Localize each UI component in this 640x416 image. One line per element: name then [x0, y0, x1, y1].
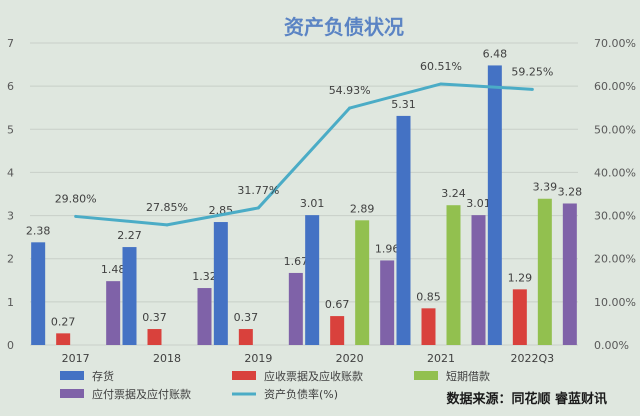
x-tick-label: 2021: [427, 352, 455, 365]
y-right-tick-label: 50.00%: [594, 123, 636, 136]
bar: [31, 242, 46, 345]
legend-label: 存货: [92, 369, 114, 383]
line-data-label: 54.93%: [329, 84, 371, 97]
line-series: [75, 82, 533, 227]
bar-data-label: 0.37: [142, 311, 167, 324]
bar-data-label: 0.85: [416, 290, 441, 303]
y-left-tick-label: 3: [7, 210, 14, 223]
line-point: [439, 82, 443, 86]
y-left-tick-label: 2: [7, 253, 14, 266]
legend-swatch: [232, 371, 256, 380]
y-right-tick-label: 60.00%: [594, 80, 636, 93]
bar-data-label: 5.31: [391, 98, 416, 111]
line-data-label: 60.51%: [420, 60, 462, 73]
line-point: [348, 106, 352, 110]
bar-data-label: 2.27: [117, 229, 142, 242]
legend-label: 应收票据及应收账款: [264, 369, 363, 383]
bar: [288, 272, 303, 345]
legend-label: 短期借款: [446, 369, 490, 383]
y-right-tick-label: 10.00%: [594, 296, 636, 309]
bar: [512, 289, 527, 345]
legend-swatch: [60, 371, 84, 380]
line-data-label: 59.25%: [511, 65, 553, 78]
bar-data-label: 3.01: [466, 197, 491, 210]
legend-label: 资产负债率(%): [264, 387, 338, 401]
bar: [487, 65, 502, 345]
bar: [305, 215, 320, 345]
bar: [213, 222, 228, 345]
y-right-tick-label: 20.00%: [594, 253, 636, 266]
bar-data-label: 1.32: [192, 270, 217, 283]
y-right-tick-label: 0.00%: [594, 339, 629, 352]
y-right-tick-label: 30.00%: [594, 210, 636, 223]
legend-swatch: [414, 371, 438, 380]
x-tick-label: 2018: [153, 352, 181, 365]
bar: [446, 205, 461, 345]
line-point: [74, 214, 78, 218]
source-note: 数据来源：同花顺 睿蓝财讯: [446, 391, 607, 407]
line-data-label: 27.85%: [146, 201, 188, 214]
bar: [380, 260, 395, 345]
bar-data-label: 1.96: [375, 242, 400, 255]
y-left-tick-label: 6: [7, 80, 14, 93]
bar-data-label: 2.89: [350, 202, 375, 215]
x-tick-label: 2020: [336, 352, 364, 365]
bar: [471, 215, 486, 345]
line-point: [256, 206, 260, 210]
bar-data-label: 1.67: [284, 255, 309, 268]
bar: [238, 329, 253, 345]
y-left-tick-label: 5: [7, 123, 14, 136]
bar: [122, 247, 137, 345]
bar-data-label: 3.39: [533, 181, 558, 194]
legend-swatch: [60, 389, 84, 398]
bar: [537, 198, 552, 345]
y-left-tick-label: 4: [7, 166, 14, 179]
bar: [330, 316, 345, 345]
chart-title: 资产负债状况: [284, 15, 404, 39]
bar-data-label: 3.01: [300, 197, 325, 210]
bar-data-label: 3.28: [558, 185, 583, 198]
y-right-tick-label: 70.00%: [594, 37, 636, 50]
bar-data-label: 1.29: [508, 271, 533, 284]
y-left-tick-label: 0: [7, 339, 14, 352]
bar-data-label: 1.48: [101, 263, 126, 276]
bar-data-label: 2.38: [26, 224, 51, 237]
x-tick-label: 2017: [62, 352, 90, 365]
bar: [396, 115, 411, 345]
bar: [56, 333, 71, 345]
bar: [355, 220, 370, 345]
y-right-tick-label: 40.00%: [594, 166, 636, 179]
line-data-label: 31.77%: [237, 184, 279, 197]
line-data-label: 29.80%: [55, 192, 97, 205]
bar-data-label: 0.67: [325, 298, 350, 311]
y-left-tick-label: 7: [7, 37, 14, 50]
bar-data-label: 0.37: [234, 311, 259, 324]
bar: [147, 329, 162, 345]
x-tick-label: 2019: [244, 352, 272, 365]
line-point: [165, 223, 169, 227]
bar-data-label: 6.48: [483, 47, 508, 60]
legend-label: 应付票据及应付账款: [92, 387, 191, 401]
y-left-tick-label: 1: [7, 296, 14, 309]
bar: [106, 281, 121, 345]
line-point: [530, 87, 534, 91]
bar-data-label: 0.27: [51, 315, 76, 328]
bar: [421, 308, 436, 345]
bar: [197, 288, 212, 345]
bar: [562, 203, 577, 345]
x-tick-label: 2022Q3: [511, 352, 555, 365]
bar-data-label: 3.24: [441, 187, 466, 200]
